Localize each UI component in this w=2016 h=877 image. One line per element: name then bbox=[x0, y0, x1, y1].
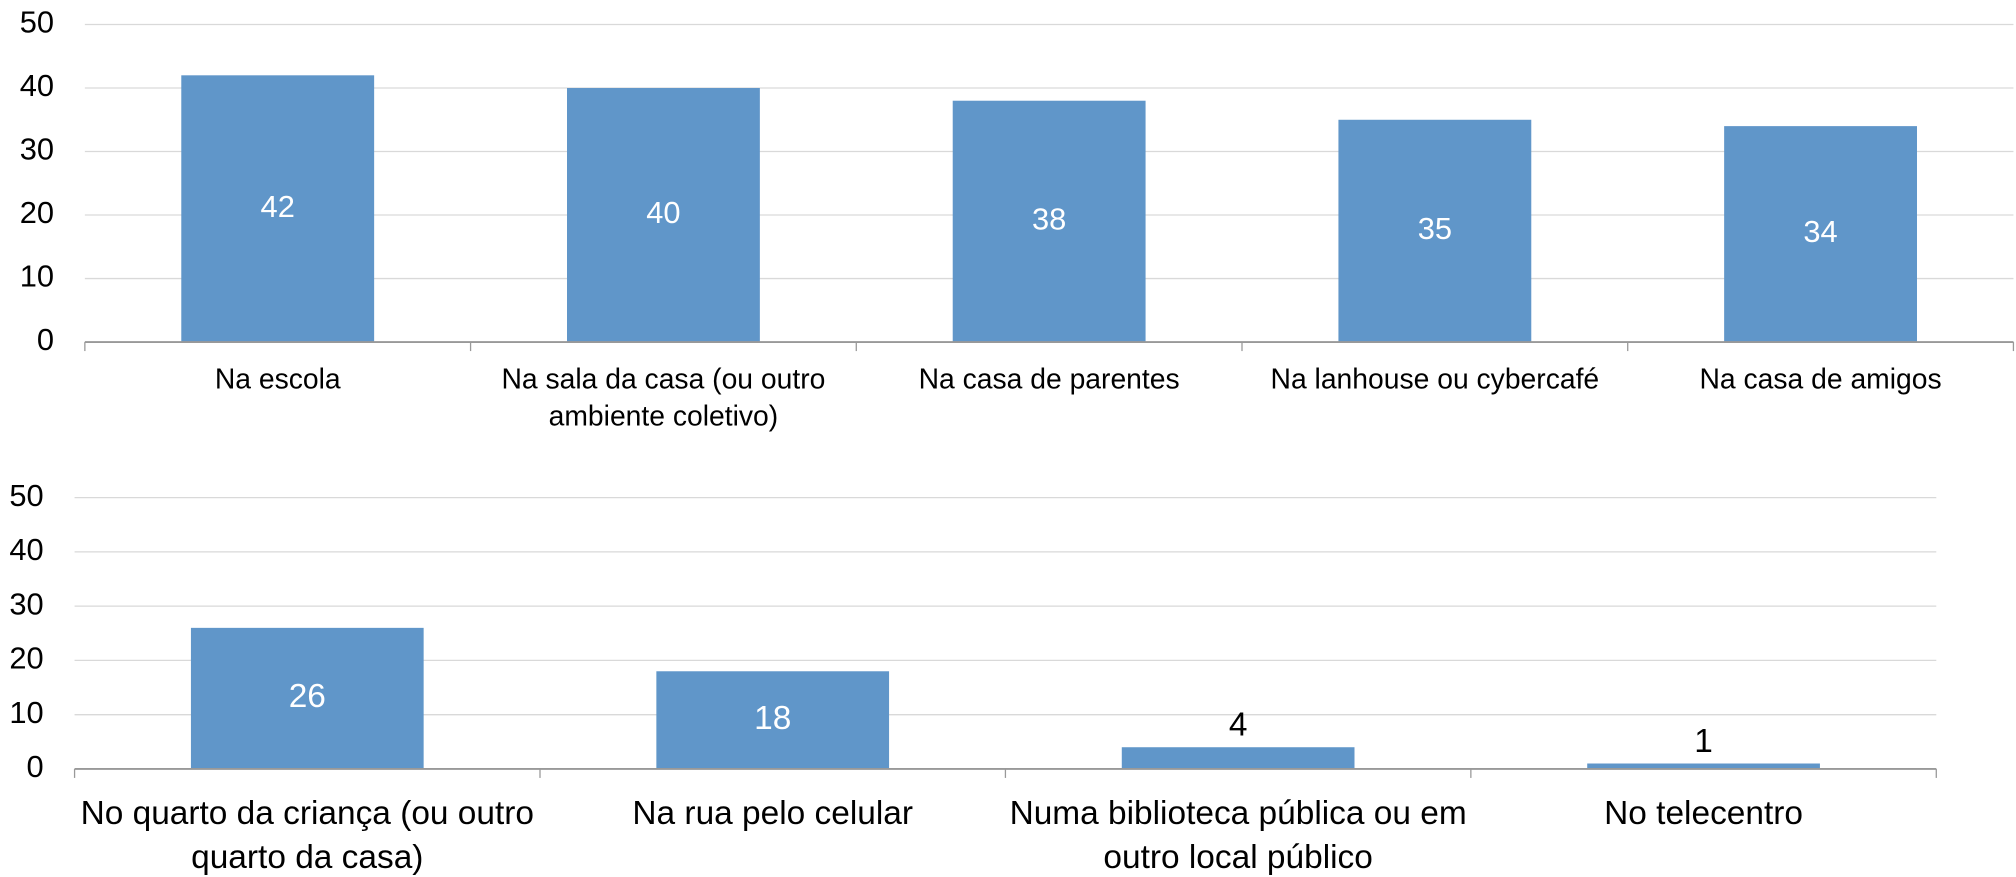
value-label: 26 bbox=[289, 678, 326, 715]
value-label: 18 bbox=[754, 700, 791, 737]
x-tick-label: Na escola bbox=[214, 362, 341, 395]
y-tick-label: 30 bbox=[20, 132, 54, 167]
x-tick-label: Na rua pelo celular bbox=[632, 793, 913, 832]
bar bbox=[1587, 763, 1820, 769]
x-tick-label: Na sala da casa (ou outro ambiente colet… bbox=[501, 362, 826, 432]
y-tick-label: 20 bbox=[9, 641, 43, 676]
bar bbox=[656, 671, 890, 769]
y-tick-label: 0 bbox=[27, 749, 44, 784]
bar bbox=[952, 100, 1146, 343]
x-tick-label-box: No telecentro bbox=[1604, 793, 1803, 832]
y-tick-label: 50 bbox=[20, 5, 54, 40]
value-label: 1 bbox=[1694, 723, 1713, 760]
bar bbox=[1338, 119, 1532, 343]
x-tick-label-box: Na rua pelo celular bbox=[632, 793, 913, 832]
x-tick-label: Na lanhouse ou cybercafé bbox=[1270, 362, 1600, 395]
x-tick-label-box: Na sala da casa (ou outro ambiente colet… bbox=[501, 362, 826, 432]
y-tick-label: 10 bbox=[20, 259, 54, 294]
bar bbox=[567, 88, 760, 343]
x-tick-label: No quarto da criança (ou outro quarto da… bbox=[80, 793, 534, 876]
x-tick-label-box: Numa biblioteca pública ou em outro loca… bbox=[1009, 793, 1467, 876]
value-label: 40 bbox=[646, 195, 680, 230]
value-label: 38 bbox=[1032, 202, 1066, 237]
value-label: 35 bbox=[1418, 211, 1452, 246]
x-tick-label: No telecentro bbox=[1604, 793, 1803, 832]
y-tick-label: 0 bbox=[37, 322, 54, 357]
y-tick-label: 20 bbox=[20, 195, 54, 230]
bar bbox=[190, 627, 424, 769]
bar bbox=[1121, 747, 1355, 769]
value-label: 34 bbox=[1803, 214, 1837, 249]
x-tick-label-box: Na escola bbox=[214, 362, 341, 395]
bar bbox=[1724, 126, 1917, 343]
x-tick-label: Numa biblioteca pública ou em outro loca… bbox=[1009, 793, 1467, 876]
y-tick-label: 30 bbox=[9, 586, 43, 621]
bar bbox=[181, 75, 375, 343]
x-tick-label: Na casa de parentes bbox=[918, 362, 1180, 395]
y-tick-label: 50 bbox=[9, 478, 43, 513]
value-label: 4 bbox=[1229, 706, 1248, 743]
x-tick-label-box: Na casa de parentes bbox=[918, 362, 1180, 395]
x-tick-label-box: Na casa de amigos bbox=[1699, 362, 1942, 395]
x-tick-label-box: No quarto da criança (ou outro quarto da… bbox=[80, 793, 534, 876]
y-tick-label: 40 bbox=[9, 532, 43, 567]
x-tick-label: Na casa de amigos bbox=[1699, 362, 1942, 395]
y-tick-label: 10 bbox=[9, 695, 43, 730]
y-tick-label: 40 bbox=[20, 68, 54, 103]
x-tick-label-box: Na lanhouse ou cybercafé bbox=[1270, 362, 1600, 395]
value-label: 42 bbox=[261, 189, 295, 224]
